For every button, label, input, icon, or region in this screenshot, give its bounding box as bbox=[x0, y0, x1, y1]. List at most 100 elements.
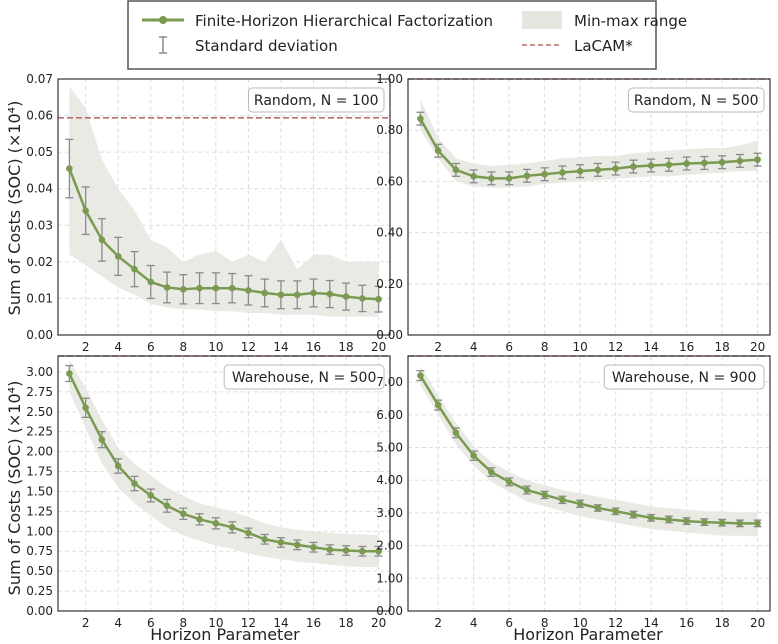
data-point bbox=[359, 295, 366, 302]
ytick-label: 0.20 bbox=[376, 277, 403, 291]
data-point bbox=[98, 236, 106, 244]
xtick-label: 14 bbox=[643, 616, 658, 630]
panel-4: 0.00 1.00 2.00 3.00 4.00 5.00 6.00 7.00 2 4 6 8 10 12… bbox=[376, 355, 771, 630]
series-line bbox=[68, 372, 379, 553]
ytick-label: 2.00 bbox=[26, 445, 53, 459]
data-point bbox=[630, 163, 637, 170]
data-point bbox=[417, 372, 424, 379]
data-point bbox=[736, 520, 744, 527]
xtick-label: 16 bbox=[306, 340, 321, 354]
xtick-label: 18 bbox=[714, 616, 729, 630]
data-point bbox=[559, 496, 566, 504]
data-point bbox=[98, 436, 106, 443]
data-point bbox=[277, 539, 285, 546]
ytick-label: 0.80 bbox=[376, 123, 403, 137]
data-point bbox=[326, 290, 334, 298]
data-point bbox=[261, 535, 268, 543]
xtick-label: 20 bbox=[750, 616, 765, 630]
data-point bbox=[665, 161, 673, 169]
ytick-label: 0.06 bbox=[26, 109, 53, 123]
xtick-label: 4 bbox=[114, 616, 122, 630]
data-point bbox=[114, 462, 122, 470]
xlabel-right: Horizon Parameter bbox=[513, 625, 663, 644]
legend-band-label: Min-max range bbox=[574, 12, 687, 30]
panel-1: 0.00 0.01 0.02 0.03 0.04 0.05 0.06 0.07 2 4 6 8 10 12… bbox=[26, 72, 391, 354]
ytick-label: 3.00 bbox=[26, 365, 53, 379]
xtick-label: 18 bbox=[338, 340, 353, 354]
data-point bbox=[718, 158, 726, 166]
ytick-label: 0.07 bbox=[26, 72, 53, 86]
data-point bbox=[375, 547, 382, 555]
panel-title: Random, N = 100 bbox=[254, 93, 379, 109]
data-point bbox=[310, 543, 317, 551]
data-point bbox=[147, 492, 155, 499]
data-point bbox=[736, 157, 744, 165]
ytick-label: 4.00 bbox=[376, 473, 403, 487]
data-point bbox=[683, 517, 690, 525]
xlabel-left: Horizon Parameter bbox=[150, 625, 300, 644]
data-point bbox=[452, 429, 460, 437]
xtick-label: 2 bbox=[434, 340, 442, 354]
panel-3: 0.00 0.25 0.50 0.75 1.00 1.25 1.50 1.75 2.00 2.25… bbox=[26, 355, 391, 630]
data-point bbox=[342, 293, 350, 300]
data-point bbox=[163, 502, 171, 510]
xtick-label: 14 bbox=[273, 616, 288, 630]
ytick-label: 0.25 bbox=[26, 584, 53, 598]
data-point bbox=[342, 547, 350, 554]
xtick-label: 6 bbox=[147, 340, 155, 354]
data-point bbox=[293, 291, 301, 299]
data-point bbox=[754, 156, 761, 163]
data-point bbox=[505, 175, 513, 182]
ytick-label: 0.01 bbox=[26, 291, 53, 305]
legend-series-marker bbox=[159, 16, 167, 24]
ytick-label: 0.60 bbox=[376, 174, 403, 188]
data-point bbox=[212, 520, 220, 527]
plot-frame bbox=[407, 355, 771, 612]
ytick-label: 0.04 bbox=[26, 182, 53, 196]
ytick-label: 1.00 bbox=[26, 524, 53, 538]
xtick-label: 2 bbox=[82, 340, 90, 354]
data-point bbox=[541, 170, 548, 178]
panel-title: Warehouse, N = 900 bbox=[612, 370, 757, 386]
xtick-label: 4 bbox=[114, 340, 122, 354]
xtick-label: 10 bbox=[572, 616, 587, 630]
data-point bbox=[66, 370, 73, 377]
data-point bbox=[576, 167, 584, 175]
data-point bbox=[261, 289, 268, 297]
data-point bbox=[277, 291, 285, 299]
legend: Finite-Horizon Hierarchical Factorizatio… bbox=[127, 0, 687, 70]
data-point bbox=[114, 253, 122, 260]
ytick-label: 0.02 bbox=[26, 255, 53, 269]
xtick-label: 2 bbox=[82, 616, 90, 630]
plot-frame bbox=[57, 78, 391, 336]
xtick-label: 8 bbox=[179, 616, 187, 630]
data-point bbox=[612, 165, 619, 172]
ytick-label: 6.00 bbox=[376, 408, 403, 422]
xtick-label: 20 bbox=[750, 340, 765, 354]
data-point bbox=[82, 404, 89, 412]
legend-errorbar-swatch bbox=[159, 36, 167, 54]
data-point bbox=[228, 524, 236, 531]
xtick-label: 12 bbox=[608, 616, 623, 630]
ytick-label: 1.50 bbox=[26, 484, 53, 498]
data-point bbox=[718, 519, 726, 527]
ytick-label: 2.25 bbox=[26, 425, 53, 439]
xtick-label: 10 bbox=[208, 340, 223, 354]
data-point bbox=[375, 295, 382, 303]
ylabel-top: Sum of Costs (SOC) (×10⁴) bbox=[5, 101, 24, 316]
xtick-label: 4 bbox=[470, 616, 478, 630]
plot-frame bbox=[57, 355, 391, 612]
ytick-label: 0.00 bbox=[26, 328, 53, 342]
data-point bbox=[701, 159, 708, 167]
data-point bbox=[523, 486, 531, 494]
data-point bbox=[559, 169, 566, 176]
xtick-label: 6 bbox=[147, 616, 155, 630]
ytick-label: 1.75 bbox=[26, 465, 53, 479]
ytick-label: 0.05 bbox=[26, 145, 53, 159]
xtick-label: 12 bbox=[608, 340, 623, 354]
panel-title-box bbox=[248, 87, 385, 113]
data-point bbox=[630, 511, 637, 518]
legend-frame bbox=[127, 0, 657, 70]
xtick-label: 12 bbox=[241, 616, 256, 630]
xtick-label: 10 bbox=[208, 616, 223, 630]
